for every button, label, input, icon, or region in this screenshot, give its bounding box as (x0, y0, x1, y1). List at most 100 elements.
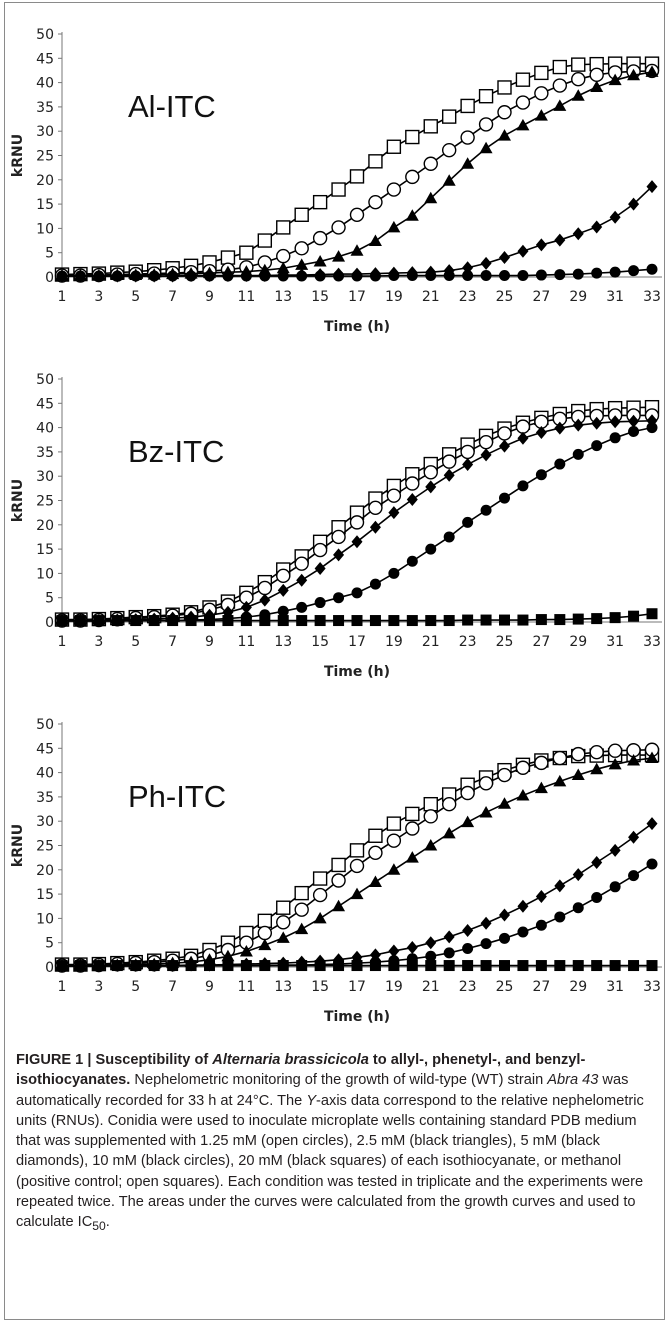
filled-circle-point (462, 516, 474, 528)
y-axis-title: kRNU (10, 479, 26, 522)
filled-diamond-point (572, 418, 584, 432)
y-tick-label: 10 (36, 566, 54, 582)
filled-diamond-point (628, 414, 640, 428)
caption-body: . (105, 1214, 110, 1231)
filled-circle-point (554, 458, 566, 470)
filled-diamond-point (222, 605, 234, 619)
filled-square-point (406, 960, 418, 972)
open-circle-point (441, 454, 457, 469)
filled-circle-point (314, 597, 326, 609)
filled-square-point (148, 615, 160, 627)
filled-circle-point (443, 531, 455, 543)
filled-triangle-point (534, 109, 548, 121)
x-tick-label: 17 (348, 289, 366, 305)
filled-square-point (499, 960, 510, 972)
x-tick-label: 11 (237, 979, 255, 995)
filled-diamond-point (462, 924, 474, 938)
filled-triangle-point (479, 805, 493, 818)
filled-circle-point (369, 270, 381, 282)
filled-diamond-point (443, 468, 455, 482)
filled-square-point (222, 615, 234, 627)
filled-square-point (646, 608, 658, 620)
open-square-point (220, 250, 236, 265)
filled-square-point (111, 615, 123, 627)
caption-title-part: Susceptibility of (91, 1052, 213, 1068)
filled-square-point (277, 960, 289, 972)
filled-square-point (535, 960, 547, 972)
filled-triangle-point (424, 839, 438, 851)
filled-diamond-point (314, 562, 326, 576)
open-square-point (534, 65, 549, 81)
y-tick-label: 35 (36, 100, 54, 116)
x-tick-label: 19 (385, 979, 403, 995)
x-tick-label: 7 (168, 979, 177, 995)
filled-circle-point (167, 270, 179, 282)
open-circle-point (571, 71, 586, 87)
y-tick-label: 15 (36, 542, 54, 558)
open-circle-point (368, 500, 383, 515)
open-square-point (423, 796, 438, 812)
open-circle-point (534, 86, 549, 101)
open-circle-point (460, 444, 475, 460)
open-circle-point (497, 426, 512, 441)
filled-circle-point (111, 270, 123, 282)
open-circle-point (294, 241, 309, 256)
x-tick-label: 27 (532, 979, 550, 995)
filled-diamond-point (609, 415, 621, 429)
y-tick-label: 25 (36, 494, 54, 510)
filled-square-point (314, 960, 326, 972)
filled-diamond-point (572, 227, 584, 241)
x-tick-label: 5 (131, 634, 140, 650)
y-tick-label: 45 (36, 741, 54, 757)
filled-circle-point (591, 440, 603, 452)
filled-triangle-point (571, 768, 585, 781)
y-tick-label: 35 (36, 445, 54, 461)
filled-triangle-point (276, 261, 290, 274)
filled-circle-point (609, 881, 621, 893)
filled-square-point (406, 615, 418, 627)
filled-diamond-point (646, 180, 658, 194)
filled-diamond-point (535, 890, 547, 904)
filled-triangle-point (553, 99, 567, 111)
y-tick-label: 25 (36, 149, 54, 165)
open-square-point (386, 139, 402, 154)
x-tick-label: 11 (237, 634, 255, 650)
filled-square-point (554, 614, 566, 626)
filled-circle-point (609, 432, 621, 444)
filled-triangle-point (295, 922, 309, 935)
filled-diamond-point (333, 548, 345, 562)
filled-circle-point (148, 270, 160, 282)
filled-diamond-point (369, 520, 381, 534)
x-tick-label: 21 (422, 979, 440, 995)
open-circle-point (478, 434, 494, 450)
filled-circle-point (462, 270, 474, 282)
filled-circle-point (535, 469, 547, 481)
filled-diamond-point (388, 944, 400, 958)
open-circle-point (331, 529, 346, 545)
filled-triangle-point (332, 250, 346, 262)
filled-diamond-point (351, 950, 363, 964)
filled-triangle-point (498, 129, 511, 141)
open-square-point (294, 885, 309, 901)
filled-circle-point (517, 270, 529, 282)
filled-triangle-point (461, 815, 475, 828)
open-square-point (497, 80, 512, 95)
series-filled-diamond (56, 180, 658, 283)
filled-circle-point (314, 270, 326, 282)
caption-title-part: to allyl-, phenetyl-, and benzyl-isothio… (16, 1052, 586, 1089)
x-tick-label: 33 (643, 979, 661, 995)
y-tick-label: 35 (36, 790, 54, 806)
filled-diamond-point (609, 843, 621, 857)
filled-diamond-point (517, 244, 529, 258)
filled-circle-point (480, 504, 492, 516)
x-tick-label: 1 (58, 979, 67, 995)
open-square-point (552, 59, 568, 75)
open-circle-point (552, 78, 568, 93)
open-circle-point (607, 743, 623, 758)
x-tick-label: 21 (422, 634, 440, 650)
x-tick-label: 27 (532, 289, 550, 305)
x-tick-label: 23 (459, 979, 477, 995)
filled-diamond-point (425, 480, 437, 494)
filled-circle-point (259, 270, 271, 282)
filled-circle-point (535, 919, 547, 931)
